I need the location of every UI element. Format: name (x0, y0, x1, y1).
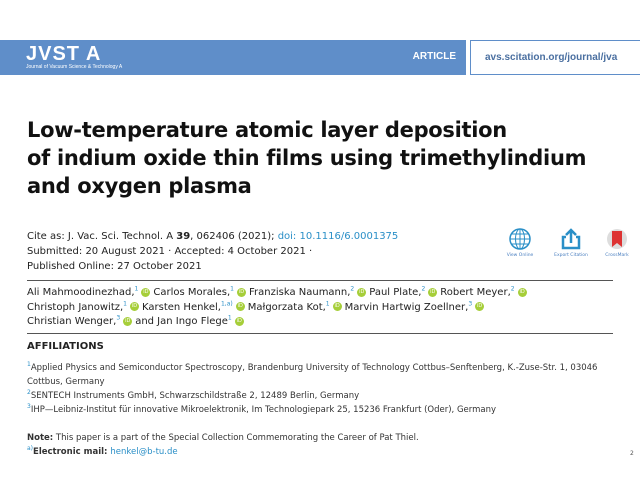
orcid-icon[interactable]: iD (141, 287, 151, 297)
crossmark-icon (607, 229, 627, 249)
orcid-icon[interactable]: iD (332, 302, 342, 311)
title-line: Low-temperature atomic layer deposition (27, 118, 507, 142)
author-affiliation: 1 (134, 285, 139, 293)
author-name[interactable]: Carlos Morales, (153, 287, 231, 298)
author-list: Ali Mahmoodinezhad,1 iD Carlos Morales,1 iD… (27, 286, 627, 330)
journal-url-box[interactable]: avs.scitation.org/journal/jva (470, 40, 640, 75)
export-citation-button[interactable]: Export Citation (551, 228, 591, 258)
journal-full-name: Journal of Vacuum Science & Technology A (26, 64, 123, 70)
journal-banner: JVST A Journal of Vacuum Science & Techn… (0, 40, 466, 75)
author-affiliation: 1 (325, 300, 330, 308)
affiliations-list: 1Applied Physics and Semiconductor Spect… (27, 361, 627, 417)
affiliation: 3IHP—Leibniz-Institut für innovative Mik… (27, 403, 497, 415)
author-name[interactable]: Robert Meyer, (440, 287, 511, 298)
export-icon (561, 228, 581, 250)
author[interactable]: Christoph Janowitz,1 iD (27, 300, 142, 313)
author-name[interactable]: Małgorzata Kot, (247, 301, 326, 313)
author-affiliation: 2 (510, 285, 515, 293)
orcid-icon[interactable]: iD (357, 287, 367, 297)
paper-title: Low-temperature atomic layer deposition … (27, 116, 627, 200)
orcid-icon[interactable]: iD (475, 302, 485, 311)
author-name[interactable]: Ali Mahmoodinezhad, (27, 287, 135, 298)
author-name[interactable]: Marvin Hartwig Zoellner, (344, 301, 469, 313)
published-date: Published Online: 27 October 2021 (27, 261, 202, 272)
author[interactable]: and Jan Ingo Flege1 iD (135, 314, 247, 327)
author-name[interactable]: Christian Wenger, (27, 316, 117, 327)
cite-prefix: Cite as: J. Vac. Sci. Technol. A (27, 231, 177, 242)
author[interactable]: Carlos Morales,1 iD (153, 285, 249, 298)
divider (27, 280, 613, 281)
note-text: This paper is a part of the Special Coll… (53, 433, 419, 443)
author[interactable]: Robert Meyer,2 iD (440, 285, 529, 298)
cite-rest: , 062406 (2021); (190, 231, 278, 242)
orcid-icon[interactable]: iD (130, 302, 139, 311)
author-name[interactable]: Franziska Naumann, (248, 287, 351, 298)
author[interactable]: Karsten Henkel,1,a) iD (142, 300, 248, 313)
affiliation: 1Applied Physics and Semiconductor Spect… (27, 361, 598, 387)
author-name[interactable]: Paul Plate, (369, 287, 422, 298)
affiliations-heading: AFFILIATIONS (27, 341, 104, 352)
page-number: 2 (630, 450, 634, 457)
author[interactable]: Małgorzata Kot,1 iD (247, 300, 345, 313)
crossmark-label: CrossMark (605, 253, 629, 258)
author-affiliation: 1 (227, 314, 232, 322)
view-online-label: View Online (506, 253, 534, 258)
article-type: ARTICLE (412, 51, 456, 62)
journal-logo: JVST A (26, 43, 102, 65)
author-name[interactable]: Karsten Henkel, (142, 301, 221, 313)
orcid-icon[interactable]: iD (234, 316, 244, 326)
article-actions: View Online Export Citation CrossMark (505, 228, 635, 264)
note-label: Note: (27, 433, 54, 443)
author-affiliation: 2 (350, 285, 355, 293)
cite-volume: 39 (176, 231, 191, 242)
author-affiliation: 1,a) (220, 300, 233, 308)
email-footnote-mark: a) (27, 445, 34, 453)
orcid-icon[interactable]: iD (235, 302, 245, 311)
author[interactable]: Christian Wenger,3 iD (27, 314, 135, 327)
author-affiliation: 3 (468, 300, 473, 308)
author-affiliation: 2 (421, 285, 426, 293)
export-citation-label: Export Citation (554, 253, 588, 258)
author[interactable]: Paul Plate,2 iD (369, 285, 440, 298)
author-name[interactable]: and Jan Ingo Flege (135, 316, 228, 327)
orcid-icon[interactable]: iD (123, 316, 133, 326)
affiliation: 2SENTECH Instruments GmbH, Schwarzschild… (27, 389, 360, 401)
globe-icon (509, 228, 531, 250)
orcid-icon[interactable]: iD (428, 287, 438, 297)
email-link[interactable]: henkel@b-tu.de (110, 447, 178, 457)
crossmark-button[interactable]: CrossMark (597, 228, 637, 258)
author-affiliation: 3 (116, 314, 121, 322)
orcid-icon[interactable]: iD (517, 287, 527, 297)
submitted-date: Submitted: 20 August 2021 · Accepted: 4 … (27, 246, 313, 257)
title-line: of indium oxide thin films using trimeth… (27, 146, 587, 170)
author-name[interactable]: Christoph Janowitz, (27, 301, 124, 313)
title-line: and oxygen plasma (27, 174, 252, 198)
divider (27, 333, 613, 334)
author[interactable]: Ali Mahmoodinezhad,1 iD (27, 285, 153, 298)
journal-url[interactable]: avs.scitation.org/journal/jva (485, 52, 618, 63)
note-block: Note: This paper is a part of the Specia… (27, 431, 419, 459)
author-affiliation: 1 (230, 285, 234, 293)
author-affiliation: 1 (123, 300, 127, 308)
email-label: Electronic mail: (33, 447, 111, 457)
citation-block: Cite as: J. Vac. Sci. Technol. A 39, 062… (27, 229, 398, 274)
author[interactable]: Franziska Naumann,2 iD (248, 285, 369, 298)
doi-link[interactable]: doi: 10.1116/6.0001375 (277, 231, 399, 242)
view-online-button[interactable]: View Online (500, 228, 540, 258)
author[interactable]: Marvin Hartwig Zoellner,3 iD (344, 300, 488, 313)
orcid-icon[interactable]: iD (236, 287, 246, 297)
